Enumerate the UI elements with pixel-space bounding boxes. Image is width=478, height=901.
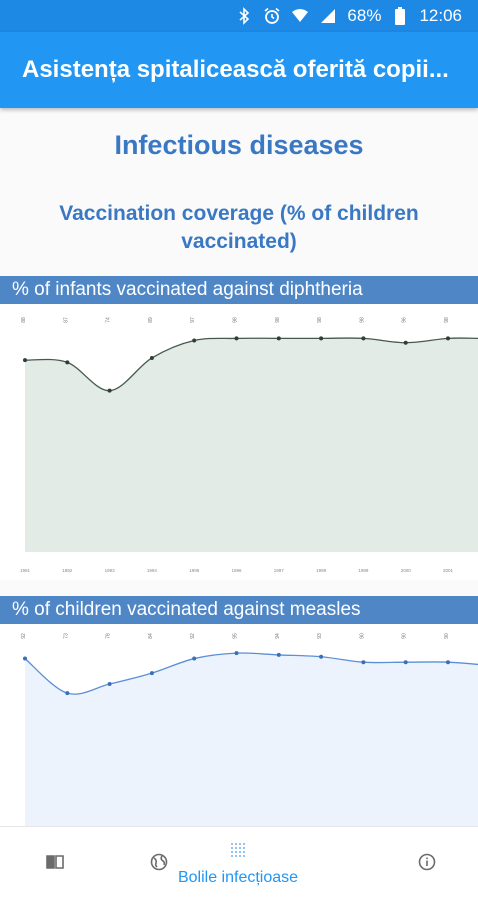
- chart-point-label: 92: [190, 633, 196, 639]
- wifi-icon: [291, 7, 309, 25]
- chart-point-label: 95: [233, 633, 239, 639]
- chart-point[interactable]: [107, 388, 112, 393]
- chart-point[interactable]: [319, 654, 324, 659]
- chart-x-tick-label: 1992: [62, 568, 73, 573]
- chart-point[interactable]: [65, 360, 70, 365]
- chart-point-label: 73: [63, 633, 69, 639]
- chart-point[interactable]: [234, 651, 239, 656]
- chart-point[interactable]: [446, 660, 450, 665]
- chart-measles[interactable]: 927378849295949390909088: [0, 624, 478, 826]
- chart-point[interactable]: [276, 652, 281, 657]
- chart-point[interactable]: [403, 340, 408, 345]
- chart-point-label: 96: [402, 317, 408, 323]
- info-icon: [418, 853, 436, 876]
- bluetooth-icon: [235, 7, 253, 25]
- chart-x-tick-label: 2001: [443, 568, 454, 573]
- status-bar: 68% 12:06: [0, 0, 478, 32]
- nav-item-book[interactable]: [0, 827, 110, 901]
- main-content[interactable]: Infectious diseases Vaccination coverage…: [0, 108, 478, 826]
- chart-point[interactable]: [234, 336, 239, 341]
- chart-point-label: 90: [402, 633, 408, 639]
- chart-point[interactable]: [361, 660, 366, 665]
- chart-point[interactable]: [65, 691, 70, 696]
- chart-diphtheria[interactable]: 88 1991 87 1992 74 1993 89 1994 97 1995 98 1996 98 19…: [0, 304, 478, 580]
- battery-icon: [391, 7, 409, 25]
- chart-x-tick-label: 1998: [316, 568, 327, 573]
- clock: 12:06: [419, 6, 462, 25]
- chart-point[interactable]: [192, 338, 197, 343]
- app-title: Asistența spitalicească oferită copii...: [22, 56, 449, 83]
- nav-item-globe[interactable]: [104, 827, 214, 901]
- chart-x-tick-label: 1995: [189, 568, 200, 573]
- chart-point-label: 78: [106, 633, 112, 639]
- nav-item-info[interactable]: [372, 827, 478, 901]
- chart-x-tick-label: 1996: [231, 568, 242, 573]
- nav-item-infectious-diseases[interactable]: Bolile infecțioase: [178, 827, 298, 901]
- app-bar: Asistența spitalicească oferită copii...: [0, 32, 478, 108]
- chart-point-label: 88: [21, 317, 27, 323]
- chart-point-label: 98: [359, 317, 365, 323]
- chart-x-tick-label: 1999: [358, 568, 369, 573]
- chart-point-label: 90: [444, 633, 450, 639]
- grid-icon: [230, 842, 246, 863]
- chart-x-tick-label: 1994: [147, 568, 158, 573]
- chart-point-label: 74: [106, 317, 112, 323]
- chart-point[interactable]: [149, 671, 154, 676]
- chart-point-label: 94: [275, 633, 281, 639]
- alarm-icon: [263, 7, 281, 25]
- chart-point-label: 98: [444, 317, 450, 323]
- chart-point-label: 84: [148, 633, 154, 639]
- chart-point[interactable]: [446, 336, 450, 341]
- chart-point-label: 92: [21, 633, 27, 639]
- chart-point[interactable]: [361, 336, 366, 341]
- chart-x-tick-label: 1991: [20, 568, 31, 573]
- subtitle: Vaccination coverage (% of children vacc…: [59, 202, 419, 253]
- chart-point-label: 87: [63, 317, 69, 323]
- signal-icon: [319, 7, 337, 25]
- chart-point[interactable]: [107, 682, 112, 687]
- chart-point-label: 90: [359, 633, 365, 639]
- chart-point[interactable]: [149, 355, 154, 360]
- nav-label-infectious-diseases: Bolile infecțioase: [177, 868, 299, 886]
- chart-header-measles: % of children vaccinated against measles: [0, 596, 478, 624]
- chart-header-diphtheria: % of infants vaccinated against diphther…: [0, 276, 478, 304]
- globe-icon: [150, 853, 168, 876]
- chart-point-label: 98: [275, 317, 281, 323]
- chart-point-label: 97: [190, 317, 196, 323]
- chart-x-tick-label: 1997: [274, 568, 285, 573]
- chart-x-tick-label: 2000: [401, 568, 412, 573]
- chart-point[interactable]: [276, 336, 281, 341]
- chart-area-fill: [25, 652, 478, 826]
- section-title: Infectious diseases: [114, 130, 364, 160]
- chart-point[interactable]: [23, 358, 27, 363]
- chart-point-label: 89: [148, 317, 154, 323]
- bottom-navigation: Bolile infecțioase: [0, 826, 478, 900]
- book-icon: [46, 854, 64, 874]
- chart-x-tick-label: 1993: [105, 568, 116, 573]
- chart-point[interactable]: [403, 660, 408, 665]
- chart-series-line: [24, 337, 478, 392]
- chart-diphtheria-svg: 88 1991 87 1992 74 1993 89 1994 97 1995 98 1996 98 19…: [20, 317, 478, 573]
- chart-point-label: 98: [233, 317, 239, 323]
- chart-point[interactable]: [319, 336, 324, 341]
- chart-measles-svg: 927378849295949390909088: [21, 633, 478, 826]
- chart-point[interactable]: [192, 656, 197, 661]
- chart-area-fill: [25, 338, 478, 552]
- battery-percent: 68%: [347, 6, 382, 25]
- chart-point-label: 98: [317, 317, 323, 323]
- chart-point[interactable]: [23, 656, 27, 661]
- chart-point-label: 93: [317, 633, 323, 639]
